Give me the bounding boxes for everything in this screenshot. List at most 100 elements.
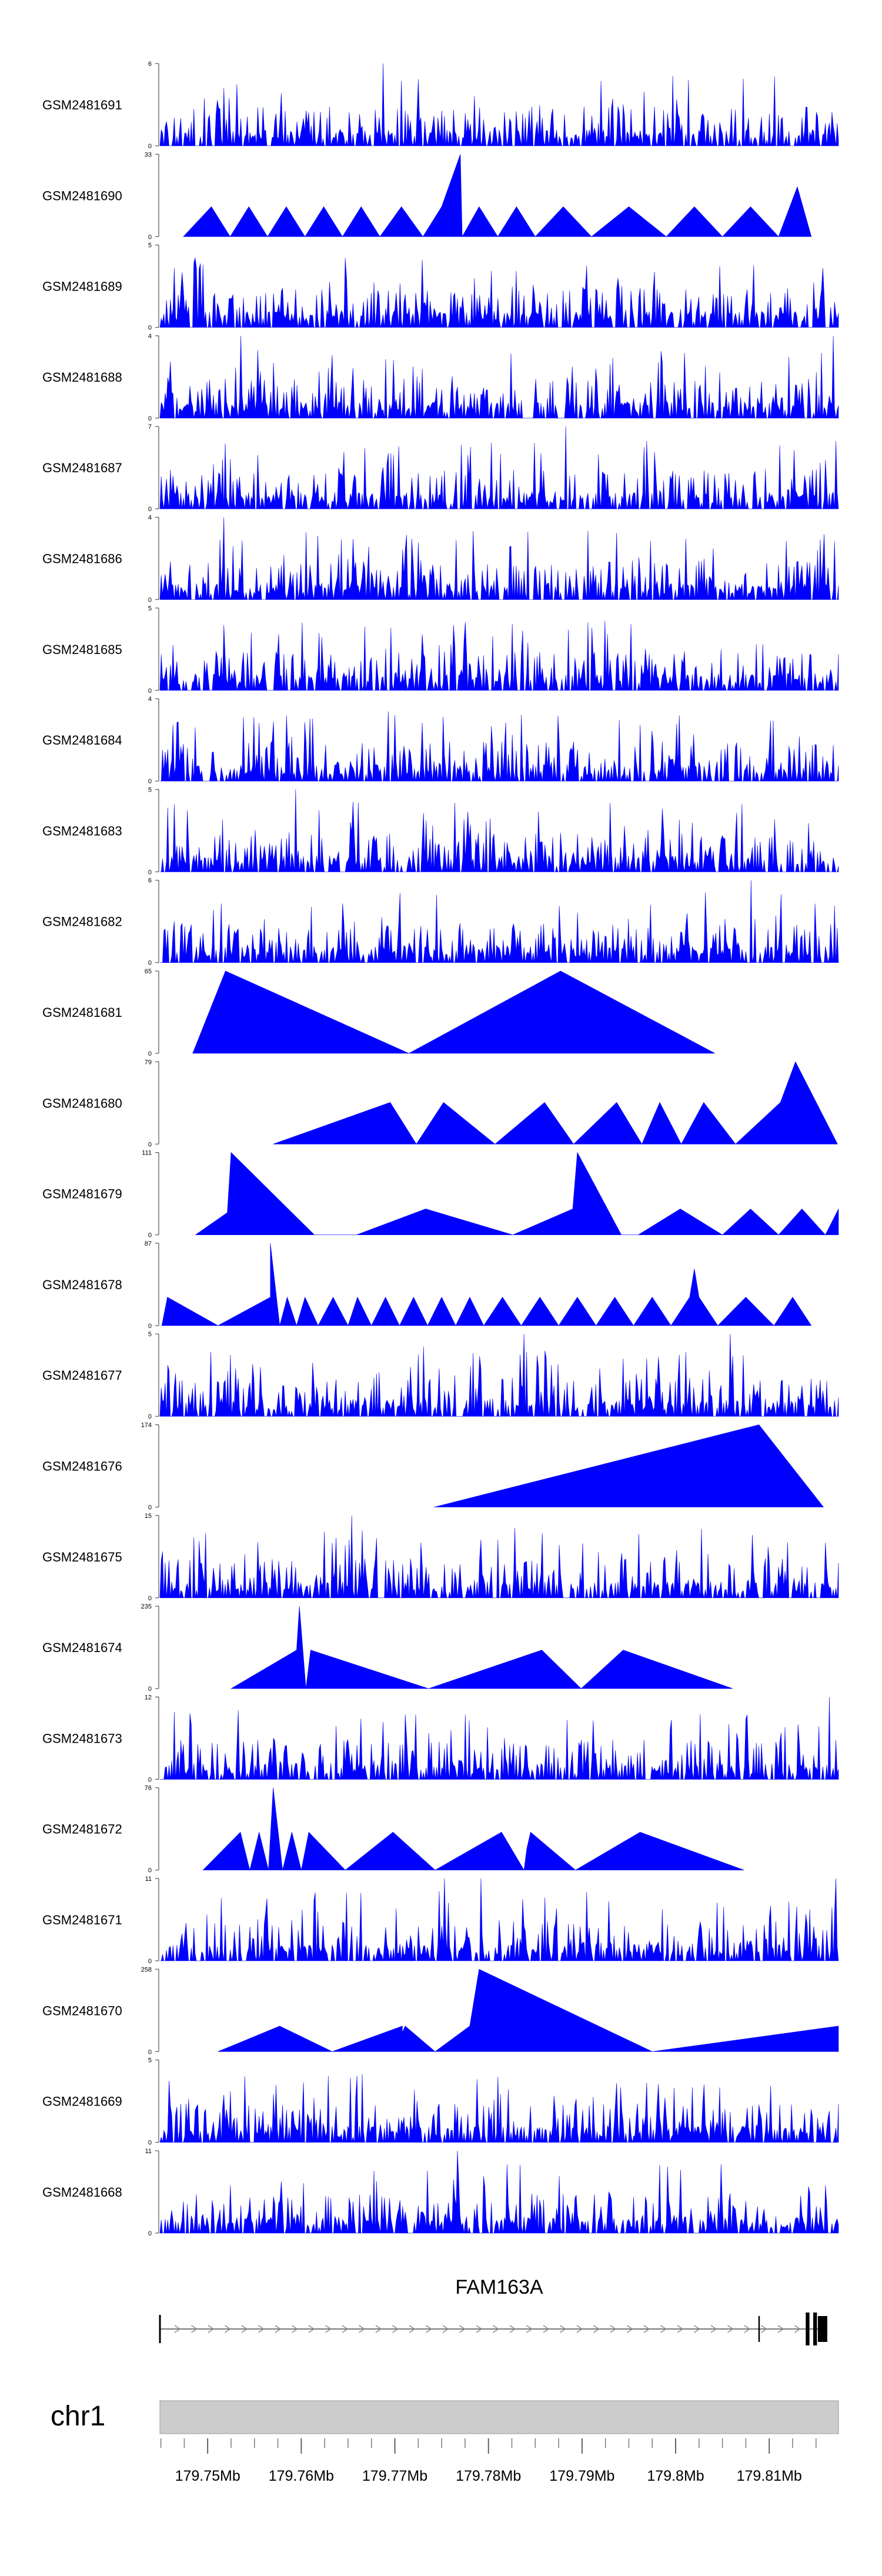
track-GSM2481690: GSM2481690 33 0 — [42, 151, 812, 241]
strand-arrow-icon — [442, 2325, 449, 2333]
exon-block — [806, 2313, 810, 2345]
track-label: GSM2481673 — [42, 1731, 122, 1746]
strand-arrow-icon — [761, 2325, 767, 2333]
track-label: GSM2481686 — [42, 552, 122, 566]
strand-arrow-icon — [476, 2325, 483, 2333]
track-label: GSM2481678 — [42, 1277, 122, 1292]
coverage-area — [183, 154, 812, 238]
track-label: GSM2481688 — [42, 370, 122, 385]
strand-arrow-icon — [610, 2325, 617, 2333]
strand-arrow-icon — [593, 2325, 600, 2333]
coverage-area — [159, 620, 839, 691]
track-GSM2481685: GSM2481685 5 0 — [42, 605, 839, 695]
coverage-area — [159, 426, 839, 509]
y-max-label: 235 — [141, 1603, 152, 1610]
track-label: GSM2481685 — [42, 642, 122, 657]
y-max-label: 4 — [148, 333, 152, 340]
strand-arrow-icon — [174, 2325, 181, 2333]
strand-arrow-icon — [727, 2325, 734, 2333]
x-tick-label: 179.8Mb — [647, 2468, 704, 2484]
strand-arrow-icon — [493, 2325, 499, 2333]
strand-arrow-icon — [258, 2325, 265, 2333]
strand-arrow-icon — [526, 2325, 533, 2333]
x-tick-label: 179.75Mb — [175, 2468, 240, 2484]
coverage-area — [434, 1424, 824, 1507]
coverage-area — [159, 63, 839, 146]
strand-arrow-icon — [426, 2325, 432, 2333]
coverage-area — [159, 1334, 839, 1417]
y-max-label: 11 — [145, 2148, 152, 2155]
strand-arrow-icon — [576, 2325, 583, 2333]
track-GSM2481669: GSM2481669 5 0 — [42, 2057, 839, 2147]
coverage-area — [159, 258, 839, 328]
strand-arrow-icon — [694, 2325, 700, 2333]
strand-arrow-icon — [509, 2325, 516, 2333]
y-max-label: 4 — [148, 696, 152, 703]
track-label: GSM2481680 — [42, 1096, 122, 1110]
y-min-label: 0 — [148, 506, 152, 513]
strand-arrow-icon — [292, 2325, 298, 2333]
track-GSM2481684: GSM2481684 4 0 — [42, 696, 839, 785]
y-min-label: 0 — [148, 1232, 152, 1239]
track-label: GSM2481669 — [42, 2094, 122, 2109]
strand-arrow-icon — [191, 2325, 198, 2333]
strand-arrow-icon — [375, 2325, 382, 2333]
gene-annotation-track: FAM163A — [159, 2276, 827, 2345]
strand-arrow-icon — [710, 2325, 717, 2333]
strand-arrow-icon — [627, 2325, 633, 2333]
track-GSM2481686: GSM2481686 4 0 — [42, 515, 839, 604]
y-min-label: 0 — [148, 2230, 152, 2237]
track-GSM2481675: GSM2481675 15 0 — [42, 1513, 839, 1602]
x-tick-label: 179.78Mb — [456, 2468, 521, 2484]
y-max-label: 258 — [141, 1966, 152, 1973]
coverage-area — [202, 1787, 744, 1871]
y-min-label: 0 — [148, 1413, 152, 1420]
strand-arrow-icon — [677, 2325, 684, 2333]
strand-arrow-icon — [643, 2325, 650, 2333]
y-min-label: 0 — [148, 688, 152, 695]
strand-arrow-icon — [359, 2325, 365, 2333]
strand-arrow-icon — [208, 2325, 215, 2333]
track-label: GSM2481675 — [42, 1550, 122, 1564]
strand-arrow-icon — [459, 2325, 466, 2333]
x-tick-label: 179.76Mb — [269, 2468, 334, 2484]
track-label: GSM2481682 — [42, 915, 122, 929]
coverage-area — [161, 1243, 812, 1326]
strand-arrow-icon — [777, 2325, 784, 2333]
y-max-label: 5 — [148, 2057, 152, 2064]
coverage-area — [160, 1697, 839, 1780]
y-min-label: 0 — [148, 1504, 152, 1511]
track-GSM2481680: GSM2481680 79 0 — [42, 1059, 838, 1148]
track-GSM2481676: GSM2481676 174 0 — [42, 1422, 824, 1511]
track-label: GSM2481684 — [42, 733, 122, 748]
track-GSM2481682: GSM2481682 6 0 — [42, 877, 839, 967]
y-min-label: 0 — [148, 1776, 152, 1783]
y-max-label: 87 — [145, 1240, 152, 1247]
y-min-label: 0 — [148, 2048, 152, 2056]
y-max-label: 15 — [145, 1513, 152, 1520]
y-min-label: 0 — [148, 1867, 152, 1874]
y-max-label: 6 — [148, 877, 152, 885]
coverage-area — [230, 1606, 733, 1689]
track-GSM2481672: GSM2481672 76 0 — [42, 1785, 744, 1874]
y-min-label: 0 — [148, 2140, 152, 2147]
exon-block — [817, 2316, 827, 2342]
genome-axis-track: chr1 179.75Mb 179.76Mb 179.77Mb 179.78Mb 179… — [51, 2400, 839, 2484]
y-min-label: 0 — [148, 1141, 152, 1148]
track-label: GSM2481674 — [42, 1640, 122, 1655]
track-label: GSM2481691 — [42, 98, 122, 112]
coverage-area — [195, 1152, 839, 1236]
coverage-area — [160, 1878, 839, 1961]
chromosome-ideogram-bar — [159, 2400, 839, 2434]
y-max-label: 6 — [148, 61, 152, 68]
track-label: GSM2481676 — [42, 1459, 122, 1474]
strand-arrow-icon — [660, 2325, 667, 2333]
coverage-area — [159, 517, 839, 600]
y-min-label: 0 — [148, 233, 152, 241]
track-GSM2481688: GSM2481688 4 0 — [42, 333, 839, 422]
x-tick-label: 179.81Mb — [737, 2468, 802, 2484]
y-max-label: 33 — [145, 151, 152, 158]
track-GSM2481689: GSM2481689 5 0 — [42, 242, 839, 332]
track-label: GSM2481679 — [42, 1187, 122, 1202]
